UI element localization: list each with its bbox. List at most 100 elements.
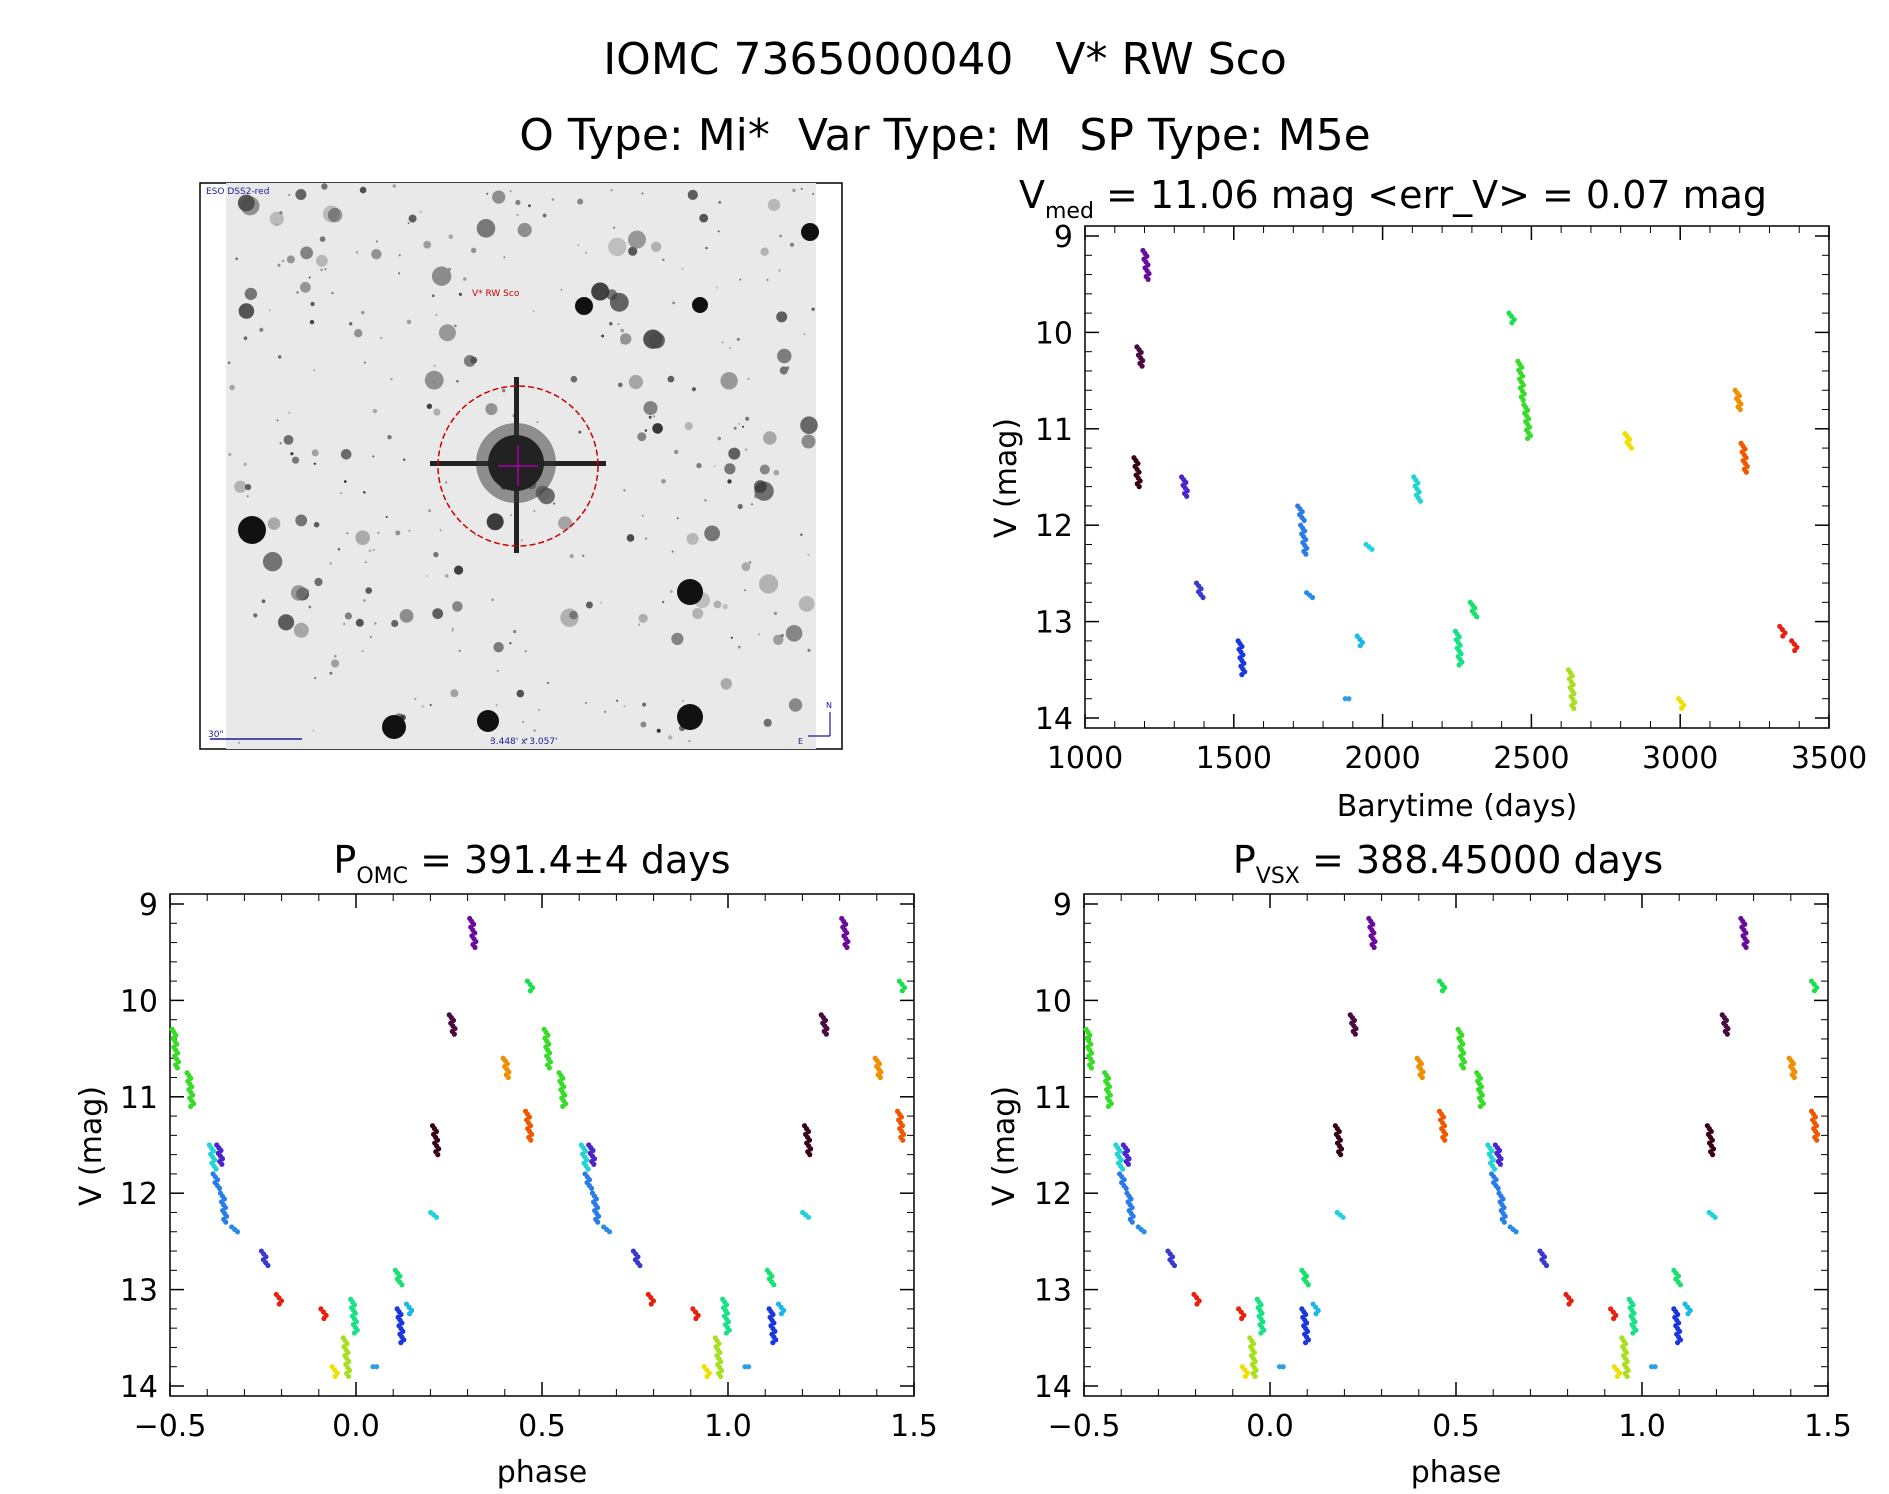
lightcurve-point [1184, 493, 1190, 499]
field-star [322, 205, 340, 223]
field-star [807, 648, 811, 652]
phase-vsx-points [1083, 915, 1821, 1379]
field-star [399, 609, 414, 623]
field-star [773, 634, 784, 645]
phase_omc-ytick-label: 11 [120, 1081, 158, 1116]
field-star [610, 189, 613, 192]
phase_omc-point-repeat [560, 1103, 566, 1110]
field-star [435, 313, 438, 317]
phase_omc-point [332, 1373, 338, 1379]
phase_omc-point [435, 1152, 441, 1158]
field-star [363, 361, 366, 364]
field-star [334, 655, 337, 658]
field-star [720, 678, 732, 690]
phase_vsx-point [1442, 1137, 1448, 1143]
phase_omc-point [528, 1137, 534, 1143]
field-star [623, 489, 626, 492]
phase_omc-ytick-label: 12 [120, 1177, 158, 1212]
compass: N E [798, 701, 832, 746]
phase_omc-point [370, 1364, 376, 1370]
finder-survey-label: ESO DSS2-red [206, 187, 269, 197]
field-star-bright [238, 516, 266, 544]
phase-vsx-ylabel: V (mag) [987, 1086, 1022, 1206]
field-star [704, 525, 720, 542]
field-star [671, 632, 684, 646]
phase_omc-point-repeat [805, 1214, 812, 1220]
field-star [329, 562, 332, 565]
field-star [662, 600, 665, 604]
field-star [585, 701, 587, 704]
field-star [433, 364, 436, 367]
field-star [713, 465, 716, 468]
phase_vsx-point [1276, 1364, 1283, 1370]
field-star [741, 562, 751, 572]
lightcurve-point [1679, 705, 1685, 711]
field-star [490, 739, 493, 742]
phase_vsx-point [1352, 1031, 1358, 1037]
field-star [569, 554, 574, 559]
field-star-bright [382, 715, 406, 739]
field-star [713, 600, 722, 609]
phase-omc-panel: POMC = 391.4±4 days −0.5 0.0 0.5 1.0 1.5 9 10 1… [74, 838, 938, 1490]
phase_omc-point [234, 1229, 241, 1235]
field-star [520, 539, 523, 542]
field-star [724, 463, 736, 475]
phase_vsx-ytick-label: 9 [1053, 888, 1072, 923]
phase_vsx-point-repeat [1685, 1311, 1691, 1317]
lightcurve-ylabel: V (mag) [989, 418, 1024, 538]
phase_omc-point-repeat [723, 1330, 729, 1336]
field-star [428, 509, 431, 513]
field-star [359, 186, 367, 194]
field-star [268, 309, 271, 312]
phase_omc-point-repeat [742, 1364, 748, 1370]
lightcurve-points [1131, 247, 1800, 711]
field-star [667, 375, 675, 383]
field-star [228, 453, 232, 456]
phase_omc-point-repeat [899, 988, 905, 994]
phase_vsx-xtick-label: 0.5 [1432, 1409, 1480, 1444]
field-star [551, 198, 555, 201]
field-star [569, 611, 578, 620]
phase_vsx-point-repeat [1566, 1301, 1572, 1307]
field-star [408, 529, 411, 532]
field-star [753, 480, 767, 493]
field-star [533, 729, 536, 732]
field-star [641, 192, 644, 195]
phase_vsx-point-repeat [1624, 1373, 1630, 1379]
field-star [763, 431, 777, 445]
field-star [788, 698, 803, 712]
phase_omc-point-repeat [588, 1185, 595, 1191]
field-star [296, 291, 299, 294]
field-star [748, 560, 752, 564]
phase_omc-point [527, 988, 533, 994]
phase_vsx-point [1371, 944, 1377, 950]
field-star [269, 211, 284, 226]
field-star [491, 598, 494, 602]
phase-vsx-panel: PVSX = 388.45000 days −0.5 0.0 0.5 1.0 1.5 9 1… [987, 838, 1852, 1490]
field-star [681, 267, 684, 270]
phase-omc-title-rest: = 391.4±4 days [408, 838, 731, 882]
field-star [391, 619, 399, 628]
phase_vsx-point-repeat [1652, 1364, 1658, 1370]
phase_vsx-point-repeat [1543, 1262, 1550, 1269]
phase_omc-point [406, 1311, 413, 1317]
field-star [696, 462, 702, 469]
field-star [790, 242, 794, 247]
field-star [324, 268, 327, 271]
phase_vsx-point-repeat [1791, 1074, 1797, 1081]
phase_vsx-point-repeat [1811, 988, 1818, 994]
lightcurve-ytick-label: 11 [1035, 413, 1073, 448]
phase_vsx-ytick-label: 13 [1034, 1274, 1072, 1309]
phase_omc-point-repeat [823, 1031, 829, 1037]
field-star [451, 629, 454, 632]
field-star [295, 514, 308, 527]
phase_vsx-point-repeat [1648, 1364, 1655, 1370]
field-star [628, 230, 646, 249]
field-star [439, 529, 442, 532]
field-star [308, 605, 312, 609]
field-star [375, 240, 378, 243]
field-star [311, 449, 319, 457]
field-star [424, 370, 444, 390]
field-star [229, 384, 235, 391]
field-star [656, 728, 661, 733]
